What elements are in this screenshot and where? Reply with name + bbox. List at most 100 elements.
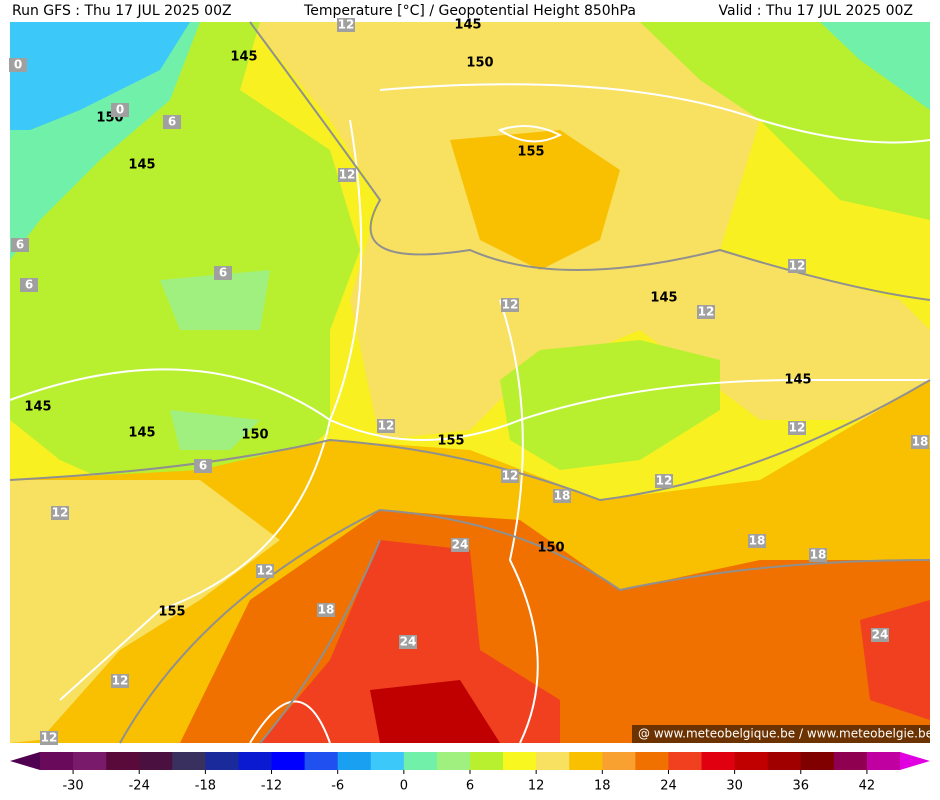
temperature-label-bg <box>40 731 58 745</box>
height-label: 155 <box>158 605 185 620</box>
temperature-label-bg <box>337 18 355 32</box>
colorbar-segment <box>734 752 769 770</box>
colorbar-segment <box>73 752 107 770</box>
colorbar-segment <box>370 752 405 770</box>
height-label: 155 <box>437 434 464 449</box>
colorbar-segment <box>403 752 438 770</box>
colorbar-tick-label: -30 <box>62 779 83 794</box>
temperature-label: 0 <box>14 58 22 72</box>
temperature-label-bg <box>11 238 29 252</box>
temperature-label: 12 <box>502 469 519 483</box>
temperature-label: 12 <box>41 731 58 745</box>
temperature-label-bg <box>194 459 212 473</box>
temperature-label-bg <box>256 564 274 578</box>
temperature-label-bg <box>809 548 827 562</box>
colorbar-segment <box>767 752 802 770</box>
watermark-bg <box>632 725 930 743</box>
height-label: 155 <box>517 145 544 160</box>
temperature-label-bg <box>338 168 356 182</box>
height-contours <box>9 83 931 744</box>
temperature-label-bg <box>214 266 232 280</box>
temperature-label: 6 <box>16 238 24 252</box>
colorbar-tick-label: -6 <box>331 779 344 794</box>
colorbar-segment <box>436 752 471 770</box>
temperature-label: 12 <box>789 421 806 435</box>
temperature-label: 12 <box>257 564 274 578</box>
temperature-label-bg <box>111 103 129 117</box>
temperature-label-bg <box>9 58 27 72</box>
colorbar-tick-label: 24 <box>660 779 677 794</box>
region-hot <box>370 680 500 743</box>
watermark: @ www.meteobelgique.be / www.meteobelgie… <box>638 727 933 741</box>
temperature-label-bg <box>748 534 766 548</box>
colorbar-tick-label: 12 <box>528 779 545 794</box>
temperature-label: 0 <box>116 103 124 117</box>
temperature-label: 18 <box>554 489 571 503</box>
temperature-label-bg <box>317 603 335 617</box>
temperature-label: 18 <box>912 435 929 449</box>
temperature-label: 6 <box>168 115 176 129</box>
temperature-label-bg <box>20 278 38 292</box>
height-label: 145 <box>454 18 481 33</box>
temperature-label: 18 <box>749 534 766 548</box>
colorbar-tick-label: 36 <box>792 779 809 794</box>
temperature-label: 6 <box>25 278 33 292</box>
colorbar-tick-label: 6 <box>466 779 474 794</box>
colorbar-tick-label: 42 <box>859 779 876 794</box>
temperature-label-bg <box>163 115 181 129</box>
colorbar-segment <box>866 752 901 770</box>
height-label: 150 <box>241 428 268 443</box>
height-label: 145 <box>784 373 811 388</box>
temperature-label: 12 <box>502 298 519 312</box>
region-mild <box>640 22 930 220</box>
region-cold <box>10 22 190 130</box>
temperature-label-bg <box>788 421 806 435</box>
temperature-label: 12 <box>339 168 356 182</box>
colorbar-tick-label: 0 <box>400 779 408 794</box>
height-label: 145 <box>128 426 155 441</box>
colorbar-tick-label: -18 <box>195 779 216 794</box>
colorbar-segment <box>569 752 603 770</box>
temperature-label: 6 <box>219 266 227 280</box>
header-left: Run GFS : Thu 17 JUL 2025 00Z <box>12 3 232 19</box>
region-cool <box>820 22 930 110</box>
temperature-label-bg <box>111 674 129 688</box>
region-warm <box>450 130 620 270</box>
colorbar-segment <box>701 752 736 770</box>
colorbar-tick-label: -12 <box>261 779 282 794</box>
region-cool <box>160 270 270 450</box>
colorbar-segment <box>337 752 372 770</box>
colorbar-segment <box>800 752 835 770</box>
map <box>9 21 931 744</box>
colorbar-segment <box>205 752 239 770</box>
temperature-label: 18 <box>810 548 827 562</box>
height-label: 145 <box>24 400 51 415</box>
colorbar-segment <box>470 752 504 770</box>
colorbar-segment <box>40 752 74 770</box>
temperature-label: 24 <box>400 635 417 649</box>
temperature-label-bg <box>553 489 571 503</box>
colorbar-tick-label: -24 <box>129 779 150 794</box>
temperature-label: 12 <box>112 674 129 688</box>
colorbar-segment <box>304 752 339 770</box>
temperature-label: 12 <box>378 419 395 433</box>
colorbar-tick-label: 18 <box>594 779 611 794</box>
header-center: Temperature [°C] / Geopotential Height 8… <box>303 3 636 19</box>
temperature-label: 24 <box>452 538 469 552</box>
colorbar-segment <box>833 752 868 770</box>
temperature-label: 24 <box>872 628 889 642</box>
colorbar-under <box>10 752 40 770</box>
colorbar-tick-label: 30 <box>726 779 743 794</box>
temperature-label-bg <box>501 298 519 312</box>
temperature-label-bg <box>788 259 806 273</box>
colorbar-segment <box>271 752 306 770</box>
temperature-label-bg <box>655 474 673 488</box>
temperature-label-bg <box>871 628 889 642</box>
colorbar-segment <box>635 752 669 770</box>
temperature-label-bg <box>399 635 417 649</box>
temperature-label-bg <box>697 305 715 319</box>
temperature-label: 12 <box>656 474 673 488</box>
header-right: Valid : Thu 17 JUL 2025 00Z <box>719 3 913 19</box>
region-mild <box>500 340 720 470</box>
colorbar-segment <box>139 752 173 770</box>
